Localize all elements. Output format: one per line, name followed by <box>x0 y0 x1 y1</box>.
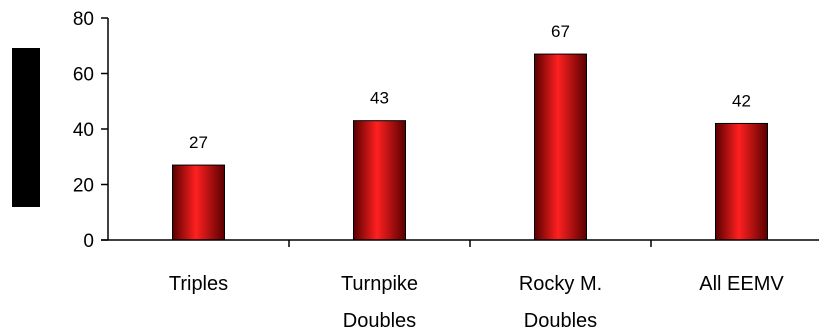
y-tick-label-0: 0 <box>83 231 94 252</box>
bar-3 <box>715 122 768 241</box>
data-label-2: 67 <box>551 22 570 41</box>
data-label-1: 43 <box>370 89 389 108</box>
bar-2 <box>534 53 587 241</box>
y-tick-label-4: 80 <box>73 9 94 30</box>
category-label-0-0: Triples <box>169 273 228 295</box>
y-axis-title-block <box>12 48 40 207</box>
data-labels-group: 27 43 67 42 <box>189 22 751 152</box>
bar-0 <box>172 164 225 241</box>
y-ticks-group: 0 20 40 60 80 <box>73 9 108 252</box>
bar-1 <box>353 120 406 241</box>
category-label-2-0: Rocky M. <box>519 273 602 295</box>
data-label-0: 27 <box>189 133 208 152</box>
y-tick-label-2: 40 <box>73 120 94 141</box>
y-tick-label-1: 20 <box>73 176 94 197</box>
category-label-2-1: Doubles <box>524 310 597 331</box>
category-label-3-0: All EEMV <box>699 273 784 295</box>
x-ticks-group: Triples Turnpike Doubles Rocky M. Doubles All… <box>169 240 784 331</box>
category-label-1-1: Doubles <box>343 310 416 331</box>
data-label-3: 42 <box>732 91 751 110</box>
y-tick-label-3: 60 <box>73 65 94 86</box>
bars-group <box>172 53 768 241</box>
category-label-1-0: Turnpike <box>341 273 418 295</box>
